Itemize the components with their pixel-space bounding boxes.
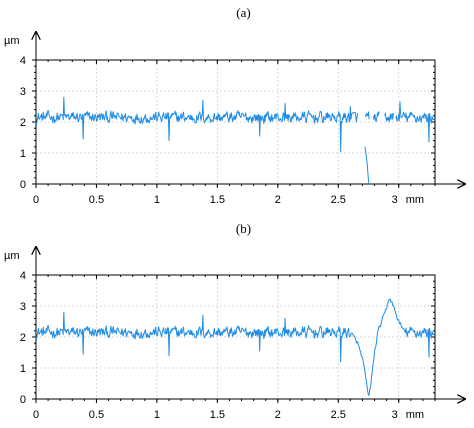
profile-line — [372, 111, 380, 122]
y-tick-label: 1 — [20, 363, 26, 375]
x-tick-label: 2 — [275, 194, 281, 206]
x-tick-label: 0 — [33, 194, 39, 206]
x-unit-label: mm — [406, 194, 424, 206]
y-tick-label: 2 — [20, 117, 26, 129]
x-tick-label: 2 — [275, 409, 281, 421]
x-tick-label: 3 — [392, 409, 398, 421]
x-tick-label: 0.5 — [89, 194, 104, 206]
chart-panel-b: (b) µm 0 0.5 1 1.5 2 2.5 3 mm 0 1 2 3 4 — [4, 221, 465, 421]
profile-line — [35, 96, 359, 152]
y-tick-label: 4 — [20, 55, 26, 67]
y-tick-label: 1 — [20, 148, 26, 160]
y-tick-label: 3 — [20, 86, 26, 98]
y-tick-label: 4 — [20, 270, 26, 282]
y-tick-label: 0 — [20, 394, 26, 406]
panel-label: (a) — [236, 5, 250, 20]
profile-line — [364, 111, 370, 120]
x-tick-label: 1 — [154, 194, 160, 206]
x-tick-label: 1.5 — [210, 409, 225, 421]
chart-panel-a: (a) µm 0 0.5 1 1.5 2 2.5 3 mm 0 1 2 3 4 — [4, 5, 465, 206]
y-unit-label: µm — [4, 35, 20, 47]
x-tick-label: 1.5 — [210, 194, 225, 206]
x-tick-label: 3 — [392, 194, 398, 206]
x-unit-label: mm — [406, 409, 424, 421]
y-tick-label: 0 — [20, 179, 26, 191]
profile-line — [384, 112, 395, 123]
panel-label: (b) — [236, 221, 251, 236]
y-tick-label: 3 — [20, 301, 26, 313]
x-tick-label: 1 — [154, 409, 160, 421]
x-tick-label: 2.5 — [331, 409, 346, 421]
plot-frame — [35, 59, 436, 185]
y-tick-label: 2 — [20, 332, 26, 344]
x-tick-label: 0.5 — [89, 409, 104, 421]
x-tick-label: 2.5 — [331, 194, 346, 206]
y-unit-label: µm — [4, 250, 20, 262]
profile-line — [395, 101, 436, 143]
x-tick-label: 0 — [33, 409, 39, 421]
profile-segment — [364, 146, 370, 185]
profile-line — [35, 298, 436, 396]
plot-frame — [35, 274, 436, 400]
